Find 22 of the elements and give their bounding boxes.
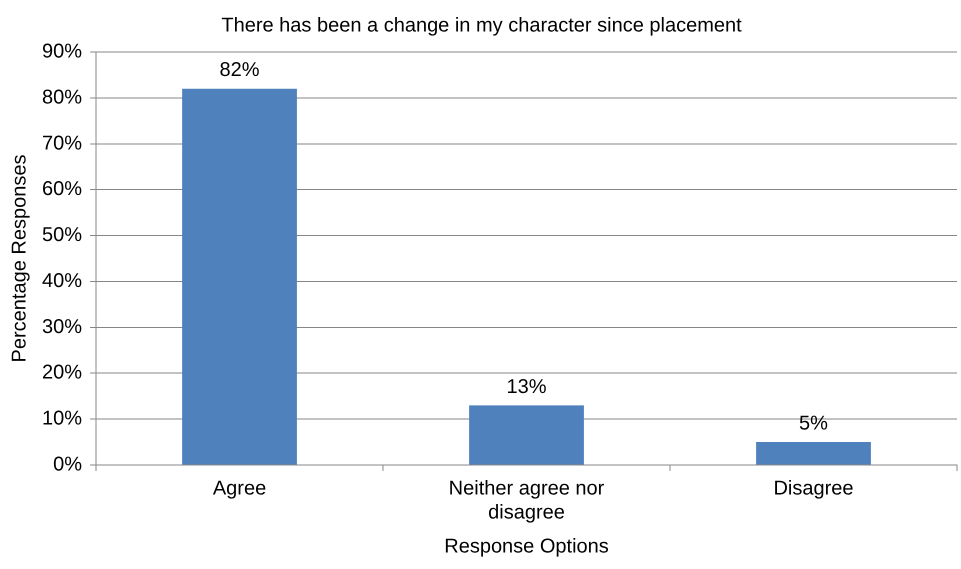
y-tick-label: 80% — [42, 86, 82, 108]
y-tick-label: 0% — [53, 454, 82, 476]
data-label: 13% — [506, 376, 547, 398]
x-tick-label: Disagree — [773, 478, 854, 500]
y-tick-label: 50% — [42, 224, 82, 246]
y-tick-label: 10% — [42, 408, 82, 430]
data-label: 82% — [220, 59, 260, 82]
x-axis-title: Response Options — [444, 536, 609, 558]
x-tick-label: Neither agree nor disagree — [448, 478, 605, 524]
bar — [756, 442, 871, 464]
y-tick-label: 30% — [42, 316, 82, 338]
y-tick-label: 70% — [42, 132, 82, 154]
y-tick-label: 40% — [42, 270, 82, 292]
y-axis-title: Percentage Responses — [8, 154, 31, 362]
bar — [469, 405, 584, 464]
y-tick-label: 20% — [42, 362, 82, 384]
chart-title: There has been a change in my character since placement — [221, 14, 742, 37]
data-label: 5% — [799, 412, 828, 435]
y-tick-label: 90% — [42, 40, 82, 63]
bar — [182, 88, 297, 464]
x-tick-label: Agree — [212, 478, 266, 500]
y-tick-label: 60% — [42, 178, 82, 200]
